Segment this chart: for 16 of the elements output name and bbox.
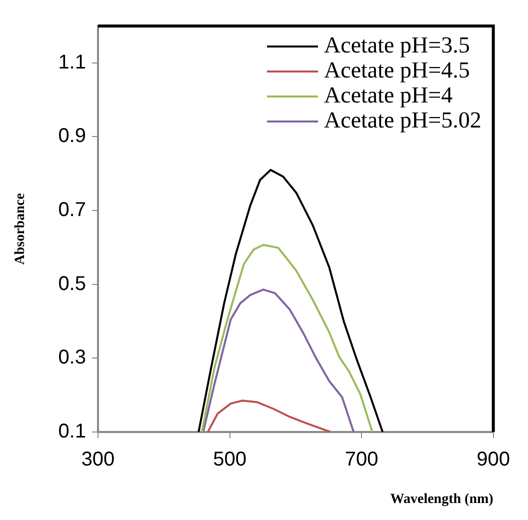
legend-label: Acetate pH=4 [324,82,454,108]
y-tick-label: 0.3 [58,346,86,369]
y-tick-label: 0.1 [58,420,86,443]
y-tick-label: 0.9 [58,125,86,148]
legend-label: Acetate pH=5.02 [324,108,482,133]
y-tick-label: 0.5 [58,272,86,295]
x-tick-label: 900 [476,448,510,471]
y-tick-label: 1.1 [58,51,86,74]
legend-label: Acetate pH=3.5 [324,32,470,58]
x-tick-label: 300 [81,448,115,471]
x-tick-label: 500 [213,448,246,471]
x-axis-title: Wavelength (nm) [390,492,494,508]
y-tick-label: 0.7 [58,199,86,222]
legend-label: Acetate pH=4.5 [324,58,470,83]
x-tick-label: 700 [344,448,378,471]
y-axis-title: Absorbance [13,193,28,265]
